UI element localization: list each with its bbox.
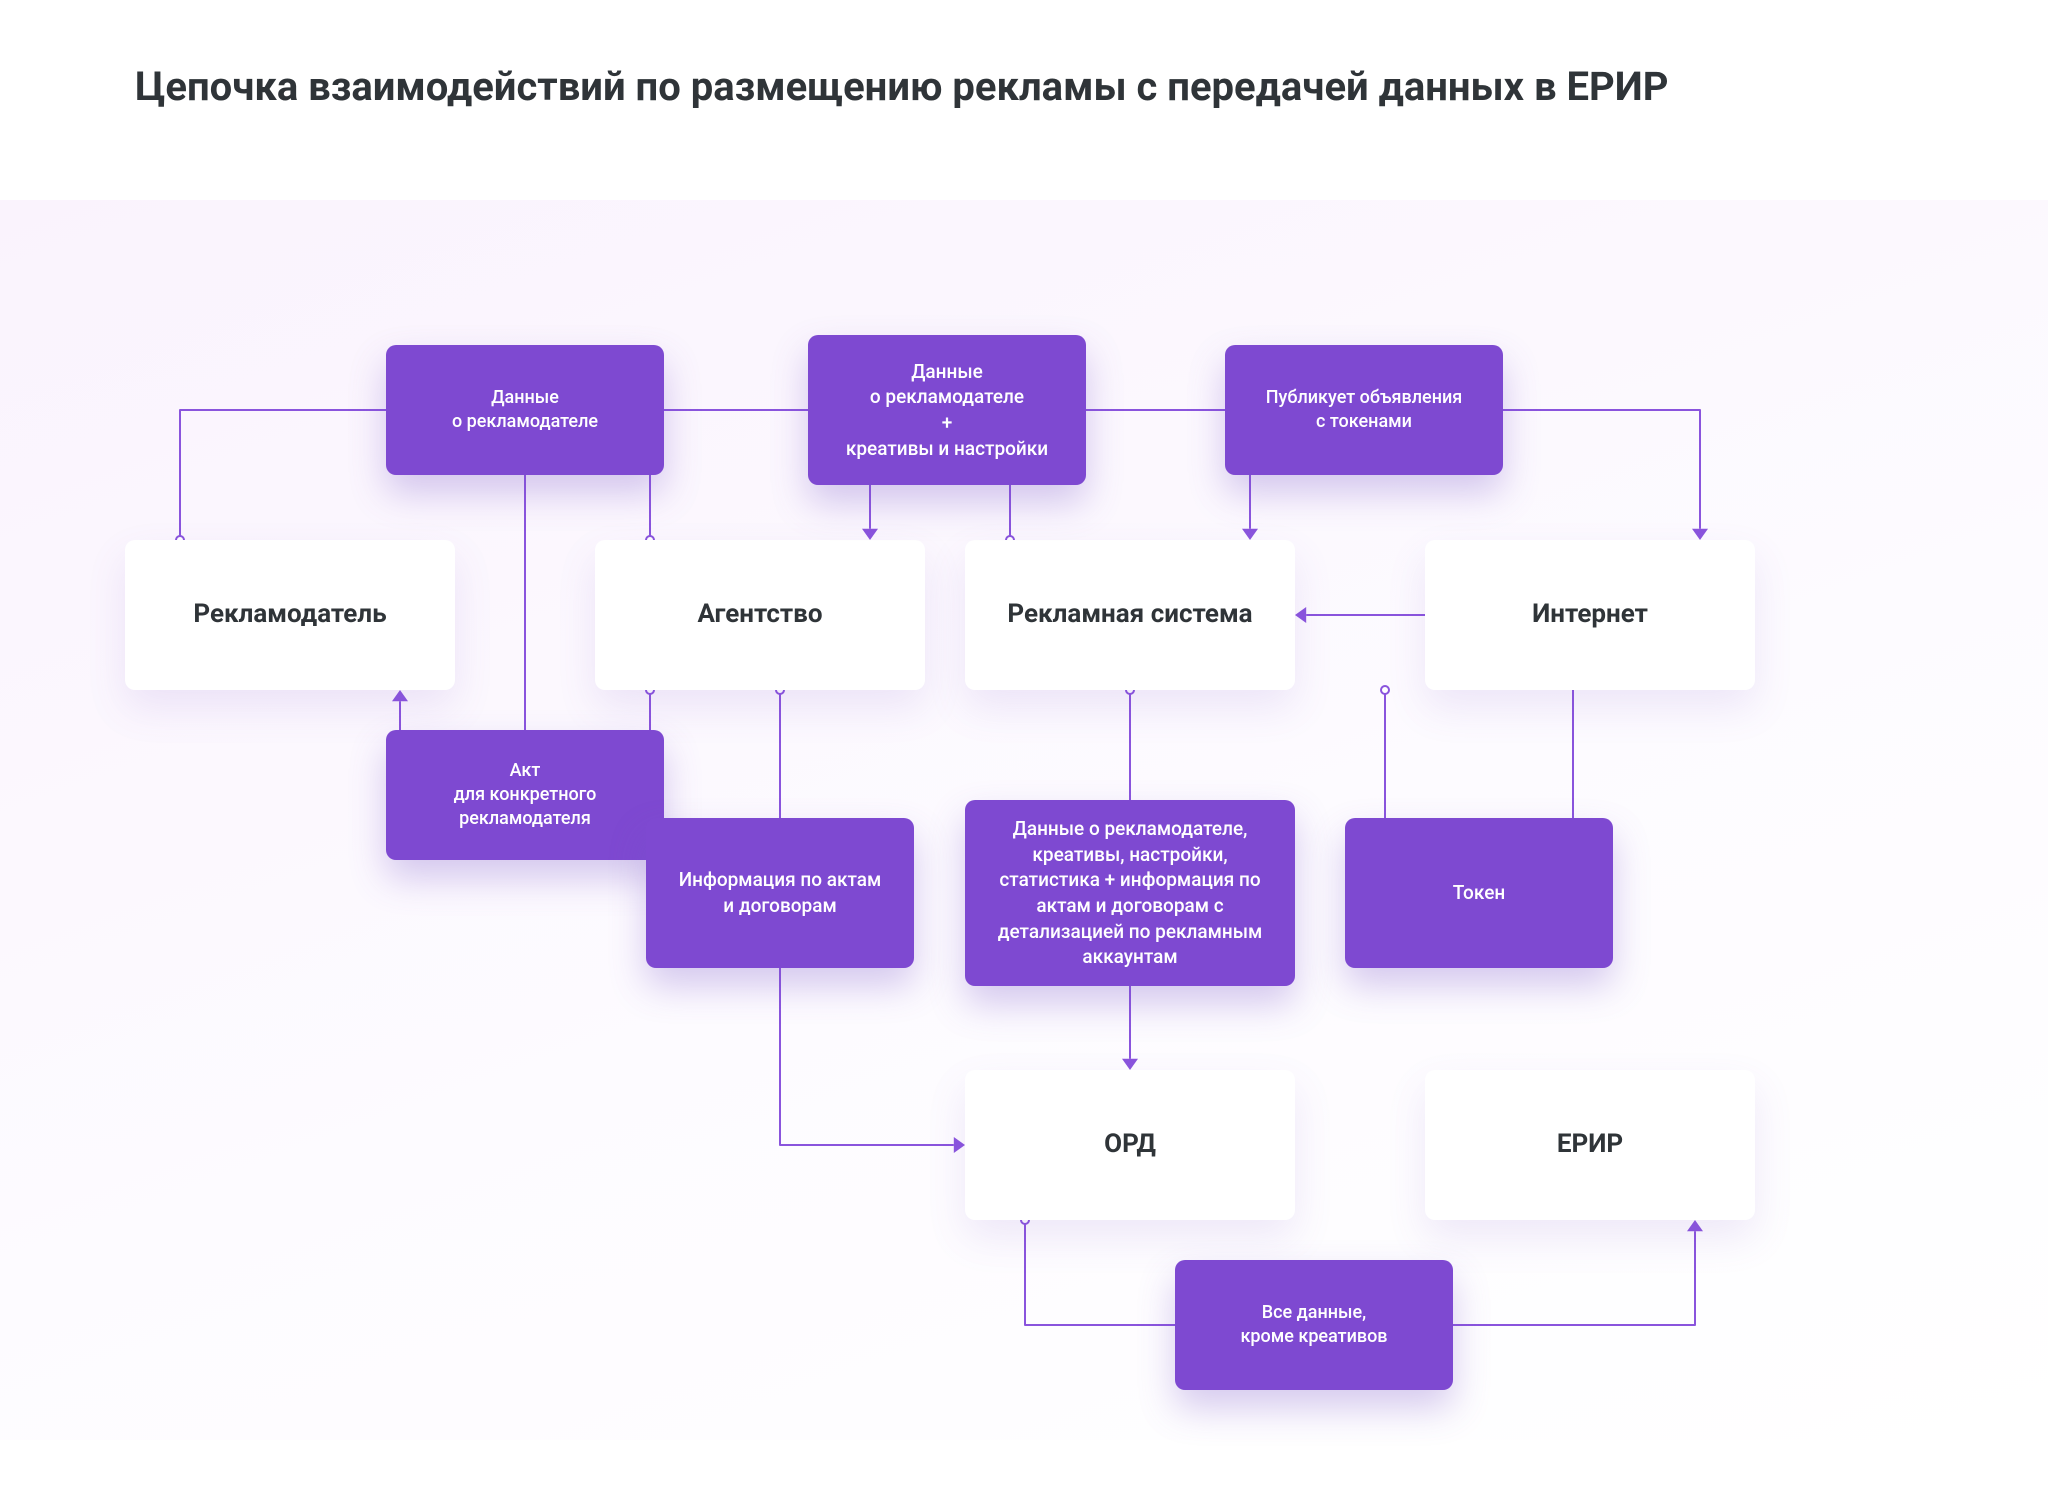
- node-ord: ОРД: [965, 1070, 1295, 1220]
- diagram-canvas: Рекламодатель Агентство Рекламная система И…: [0, 200, 2048, 1440]
- node-p_adv_data: Данные о рекламодателе: [386, 345, 664, 475]
- node-erir: ЕРИР: [1425, 1070, 1755, 1220]
- node-internet: Интернет: [1425, 540, 1755, 690]
- node-p_acts_info: Информация по актам и договорам: [646, 818, 914, 968]
- node-p_adv_creatives: Данные о рекламодателе + креативы и наст…: [808, 335, 1086, 485]
- node-p_big: Данные о рекламодателе, креативы, настро…: [965, 800, 1295, 986]
- page-title: Цепочка взаимодействий по размещению рек…: [135, 60, 1913, 114]
- node-p_token: Токен: [1345, 818, 1613, 968]
- node-adsystem: Рекламная система: [965, 540, 1295, 690]
- node-advertiser: Рекламодатель: [125, 540, 455, 690]
- node-p_alldata: Все данные, кроме креативов: [1175, 1260, 1453, 1390]
- node-agency: Агентство: [595, 540, 925, 690]
- node-p_publish: Публикует объявления с токенами: [1225, 345, 1503, 475]
- node-p_act: Акт для конкретного рекламодателя: [386, 730, 664, 860]
